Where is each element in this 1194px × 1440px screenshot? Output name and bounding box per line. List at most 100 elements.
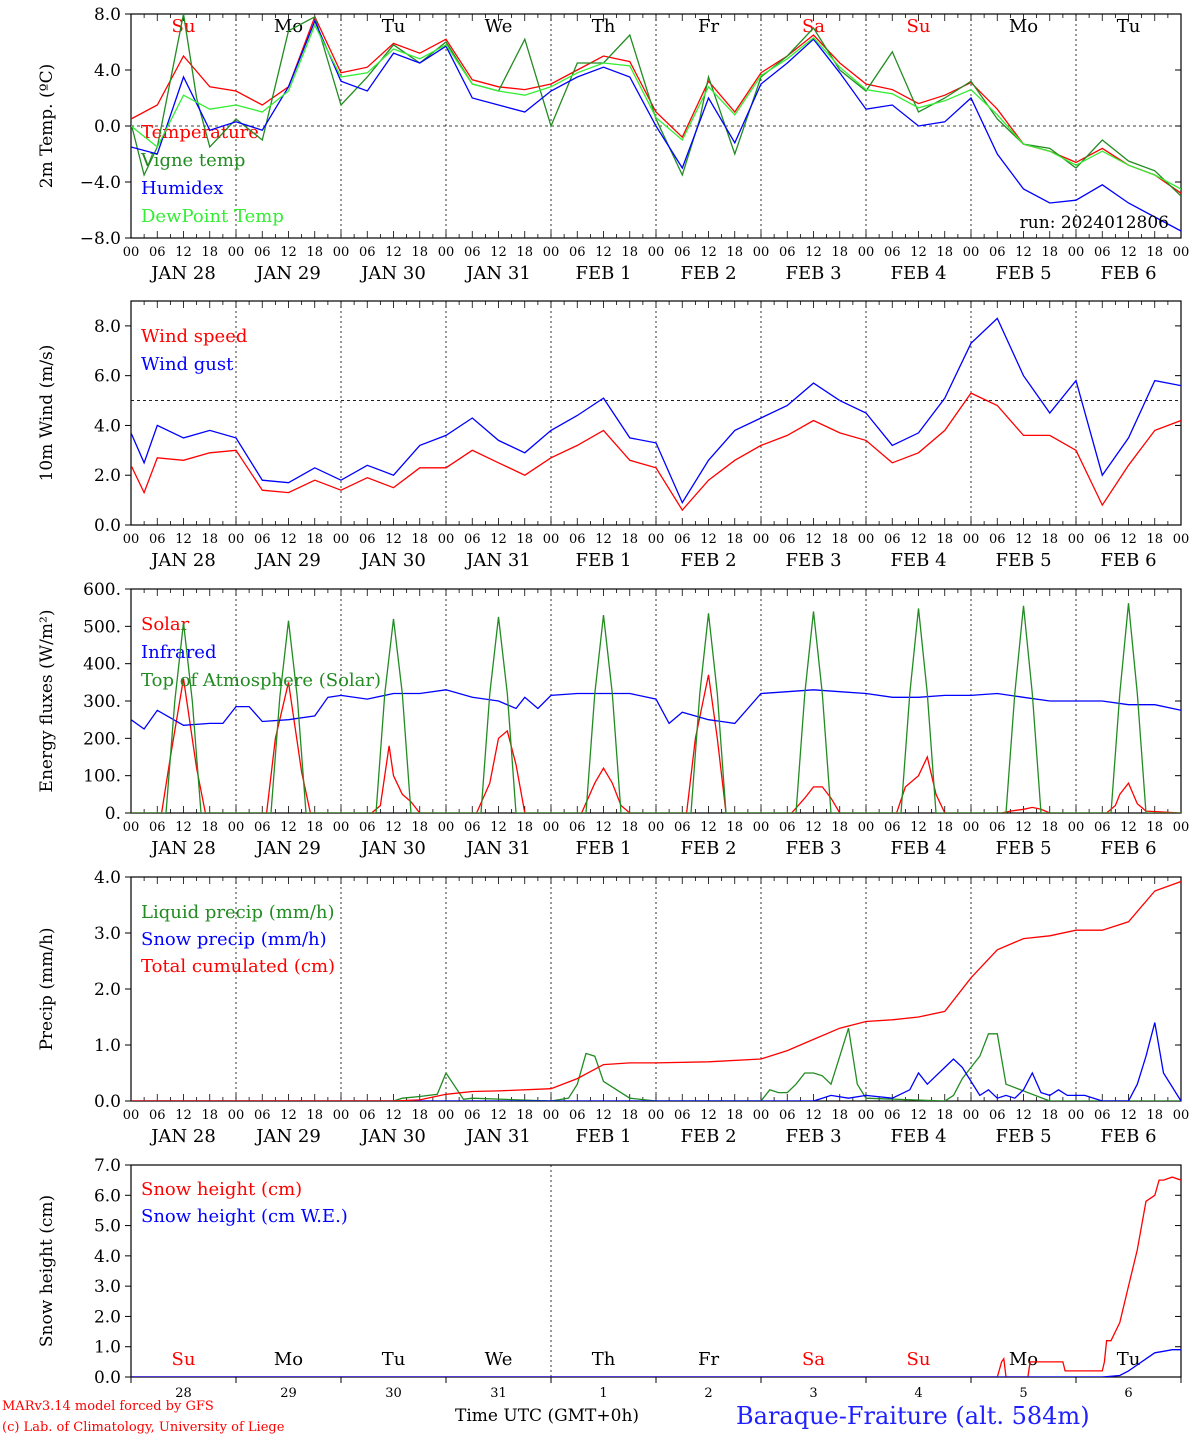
precip-hour-label-228: 12 <box>1120 1108 1137 1123</box>
wind-hour-label-42: 18 <box>306 532 323 547</box>
wind-legend-1: Wind gust <box>141 354 234 375</box>
energy-hour-label-138: 18 <box>726 820 743 835</box>
energy-hour-label-66: 18 <box>411 820 428 835</box>
precip-hour-label-54: 06 <box>359 1108 376 1123</box>
energy-hour-label-108: 12 <box>595 820 612 835</box>
wind-hour-label-48: 00 <box>333 532 350 547</box>
temperature-ytick-label-3: −4.0 <box>80 173 121 193</box>
energy-hour-label-210: 18 <box>1041 820 1058 835</box>
snow-day-number-8: 5 <box>1019 1386 1027 1401</box>
wind-date-label-0: JAN 28 <box>149 550 216 571</box>
temperature-hour-label-216: 00 <box>1068 245 1085 260</box>
energy-hour-label-36: 12 <box>280 820 297 835</box>
wind-hour-label-24: 00 <box>228 532 245 547</box>
energy-hour-label-168: 00 <box>858 820 875 835</box>
wind-hour-label-90: 18 <box>516 532 533 547</box>
precip-hour-label-150: 06 <box>779 1108 796 1123</box>
precip-hour-label-66: 18 <box>411 1108 428 1123</box>
precip-hour-label-198: 06 <box>989 1108 1006 1123</box>
precip-hour-label-84: 12 <box>490 1108 507 1123</box>
snow-panel: 0.0 1.0 2.0 3.0 4.0 5.0 6.0 7.0 Snow height (cm)… <box>37 1156 1182 1401</box>
energy-ytick-label-4: 400. <box>83 655 121 675</box>
wind-hour-label-6: 06 <box>149 532 166 547</box>
wind-hour-label-96: 00 <box>543 532 560 547</box>
wind-series-0-line <box>131 392 1181 512</box>
temperature-hour-label-168: 00 <box>858 245 875 260</box>
energy-hour-label-228: 12 <box>1120 820 1137 835</box>
precip-ytick-label-2: 2.0 <box>94 980 121 1000</box>
snow-day-name-6: Sa <box>802 1349 825 1370</box>
energy-ytick-label-0: 0. <box>105 804 121 824</box>
energy-hour-label-180: 12 <box>910 820 927 835</box>
precip-hour-label-186: 18 <box>936 1108 953 1123</box>
precip-hour-label-120: 00 <box>648 1108 665 1123</box>
precip-hour-label-72: 00 <box>438 1108 455 1123</box>
temperature-hour-label-12: 12 <box>175 245 192 260</box>
precip-hour-label-end: 00 <box>1173 1108 1190 1123</box>
temperature-day-name-8: Mo <box>1009 16 1038 37</box>
temperature-hour-label-48: 00 <box>333 245 350 260</box>
wind-ylabel: 10m Wind (m/s) <box>37 345 57 482</box>
temperature-day-name-5: Fr <box>698 16 719 37</box>
energy-hour-label-144: 00 <box>753 820 770 835</box>
temperature-day-name-2: Tu <box>382 16 406 37</box>
precip-hour-label-138: 18 <box>726 1108 743 1123</box>
energy-hour-label-60: 12 <box>385 820 402 835</box>
snow-day-name-7: Su <box>907 1349 931 1370</box>
energy-series-1-line <box>131 689 1181 730</box>
precip-ytick-label-0: 0.0 <box>94 1092 121 1112</box>
temperature-hour-label-18: 18 <box>201 245 218 260</box>
temperature-panel: 8.0 4.0 0.0 −4.0 −8.0 2m Temp. (ºC) 00 06 12 18 JA… <box>37 5 1189 284</box>
precip-date-label-6: FEB 3 <box>785 1126 841 1147</box>
wind-panel: 0.0 2.0 4.0 6.0 8.0 10m Wind (m/s) 00 06 12 18 JAN… <box>37 300 1189 571</box>
temperature-day-name-0: Su <box>172 16 196 37</box>
snow-day-name-9: Tu <box>1117 1349 1141 1370</box>
energy-panel: 0. 100. 200. 300. 400. 500. 600. Energy fluxes … <box>37 580 1189 859</box>
station-name: Baraque-Fraiture (alt. 584m) <box>736 1402 1090 1430</box>
precip-hour-label-234: 18 <box>1146 1108 1163 1123</box>
temperature-hour-label-84: 12 <box>490 245 507 260</box>
temperature-series-3-line <box>131 23 1181 190</box>
temperature-hour-label-36: 12 <box>280 245 297 260</box>
energy-hour-label-18: 18 <box>201 820 218 835</box>
wind-hour-label-60: 12 <box>385 532 402 547</box>
precip-hour-label-174: 06 <box>884 1108 901 1123</box>
snow-day-number-7: 4 <box>914 1386 922 1401</box>
wind-hour-label-18: 18 <box>201 532 218 547</box>
wind-date-label-9: FEB 6 <box>1100 550 1156 571</box>
precip-hour-label-30: 06 <box>254 1108 271 1123</box>
precip-hour-label-48: 00 <box>333 1108 350 1123</box>
precip-date-label-4: FEB 1 <box>575 1126 631 1147</box>
energy-ytick-label-2: 200. <box>83 729 121 749</box>
energy-hour-label-96: 00 <box>543 820 560 835</box>
precip-date-label-1: JAN 29 <box>254 1126 321 1147</box>
temperature-date-label-4: FEB 1 <box>575 263 631 284</box>
precip-hour-label-108: 12 <box>595 1108 612 1123</box>
temperature-legend-0: Temperature <box>141 122 259 143</box>
wind-hour-label-54: 06 <box>359 532 376 547</box>
precip-hour-label-204: 12 <box>1015 1108 1032 1123</box>
temperature-hour-label-90: 18 <box>516 245 533 260</box>
energy-hour-label-48: 00 <box>333 820 350 835</box>
precip-hour-label-180: 12 <box>910 1108 927 1123</box>
precip-date-label-2: JAN 30 <box>359 1126 426 1147</box>
precip-ytick-label-4: 4.0 <box>94 868 121 888</box>
wind-hour-label-198: 06 <box>989 532 1006 547</box>
snow-day-name-0: Su <box>172 1349 196 1370</box>
temperature-hour-label-210: 18 <box>1041 245 1058 260</box>
energy-hour-label-126: 06 <box>674 820 691 835</box>
energy-date-label-4: FEB 1 <box>575 838 631 859</box>
energy-hour-label-222: 06 <box>1094 820 1111 835</box>
precip-hour-label-216: 00 <box>1068 1108 1085 1123</box>
precip-hour-label-132: 12 <box>700 1108 717 1123</box>
temperature-hour-label-132: 12 <box>700 245 717 260</box>
temperature-hour-label-180: 12 <box>910 245 927 260</box>
temperature-hour-label-78: 06 <box>464 245 481 260</box>
precip-date-label-0: JAN 28 <box>149 1126 216 1147</box>
wind-hour-label-84: 12 <box>490 532 507 547</box>
precip-panel: 0.0 1.0 2.0 3.0 4.0 Precip (mm/h) 00 06 12 18 JAN … <box>37 868 1189 1147</box>
energy-hour-label-162: 18 <box>831 820 848 835</box>
precip-date-label-5: FEB 2 <box>680 1126 736 1147</box>
precip-hour-label-162: 18 <box>831 1108 848 1123</box>
